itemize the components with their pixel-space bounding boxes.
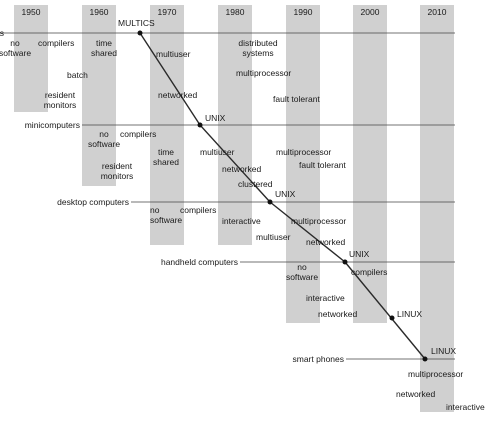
label-mini-compilers: compilers: [120, 129, 156, 139]
arrow-multics-to-unix-mini: [139, 32, 201, 126]
label-mf-resident-monitors: resident monitors: [44, 90, 77, 110]
label-mf-multiuser: multiuser: [156, 49, 191, 59]
label-os-unix-desktop: UNIX: [275, 189, 296, 199]
decade-label-1980: 1980: [226, 7, 245, 17]
label-os-unix-mini: UNIX: [205, 113, 226, 123]
label-desk-interactive: interactive: [222, 216, 261, 226]
label-mini-clustered: clustered: [238, 179, 273, 189]
platform-label-handheld: handheld computers: [161, 257, 238, 267]
arrow-unix-desktop-to-handheld: [269, 201, 346, 263]
label-desk-no-software: no software: [150, 205, 182, 225]
migration-arrows: [137, 30, 428, 362]
label-mini-resident-monitors: resident monitors: [101, 161, 134, 181]
decade-label-1990: 1990: [294, 7, 313, 17]
platform-label-mainframes: mainframes: [0, 28, 4, 38]
label-mini-multiprocessor: multiprocessor: [276, 147, 331, 157]
label-os-multics: MULTICS: [118, 18, 155, 28]
platform-timelines: [0, 32, 455, 360]
label-mf-time-shared: time shared: [91, 38, 117, 58]
label-hh-interactive: interactive: [306, 293, 345, 303]
decade-column-2000: [353, 5, 387, 323]
label-hh-networked: networked: [318, 309, 357, 319]
decade-column-1960: [82, 5, 116, 186]
label-hh-no-software: no software: [286, 262, 318, 282]
label-mf-batch: batch: [67, 70, 88, 80]
decade-label-2010: 2010: [428, 7, 447, 17]
decade-label-1970: 1970: [158, 7, 177, 17]
label-hh-compilers: compilers: [351, 267, 387, 277]
label-os-unix-handheld: UNIX: [349, 249, 370, 259]
node-linux-phones: [422, 356, 428, 362]
diagram-labels: 1950 1960 1970 1980 1990 2000 2010 mainframes mi…: [0, 7, 485, 412]
platform-label-desktop: desktop computers: [57, 197, 129, 207]
node-multics: [137, 30, 143, 36]
node-unix-mini: [197, 122, 203, 128]
decade-label-2000: 2000: [361, 7, 380, 17]
label-sp-networked: networked: [396, 389, 435, 399]
label-mf-compilers: compilers: [38, 38, 74, 48]
label-mf-no-software: no software: [0, 38, 31, 58]
label-mf-networked: networked: [158, 90, 197, 100]
label-desk-networked: networked: [306, 237, 345, 247]
label-desk-multiuser: multiuser: [256, 232, 291, 242]
label-sp-interactive: interactive: [446, 402, 485, 412]
label-os-linux-phone: LINUX: [431, 346, 456, 356]
label-mini-multiuser: multiuser: [200, 147, 235, 157]
label-desk-compilers: compilers: [180, 205, 216, 215]
label-mf-multiprocessor: multiprocessor: [236, 68, 291, 78]
decade-column-1950: [14, 5, 48, 112]
decade-label-1960: 1960: [90, 7, 109, 17]
label-desk-multiprocessor: multiprocessor: [291, 216, 346, 226]
label-mf-fault-tolerant: fault tolerant: [273, 94, 320, 104]
label-mf-distributed-systems: distributed systems: [238, 38, 277, 58]
label-os-linux-mid: LINUX: [397, 309, 422, 319]
decade-column-2010: [420, 5, 454, 412]
node-linux-mid: [389, 315, 395, 321]
decade-column-1990: [286, 5, 320, 323]
platform-label-smart_phones: smart phones: [293, 354, 345, 364]
label-mini-networked: networked: [222, 164, 261, 174]
arrow-unix-mini-to-desktop: [199, 124, 271, 203]
label-mini-no-software: no software: [88, 129, 120, 149]
node-unix-handheld: [342, 259, 348, 265]
label-mini-fault-tolerant: fault tolerant: [299, 160, 346, 170]
platform-label-minicomputers: minicomputers: [25, 120, 80, 130]
decade-columns: [14, 5, 454, 412]
arrow-unix-handheld-to-linux: [344, 261, 426, 360]
label-mini-time-shared: time shared: [153, 147, 179, 167]
decade-label-1950: 1950: [22, 7, 41, 17]
label-sp-multiprocessor: multiprocessor: [408, 369, 463, 379]
node-unix-desktop: [267, 199, 273, 205]
